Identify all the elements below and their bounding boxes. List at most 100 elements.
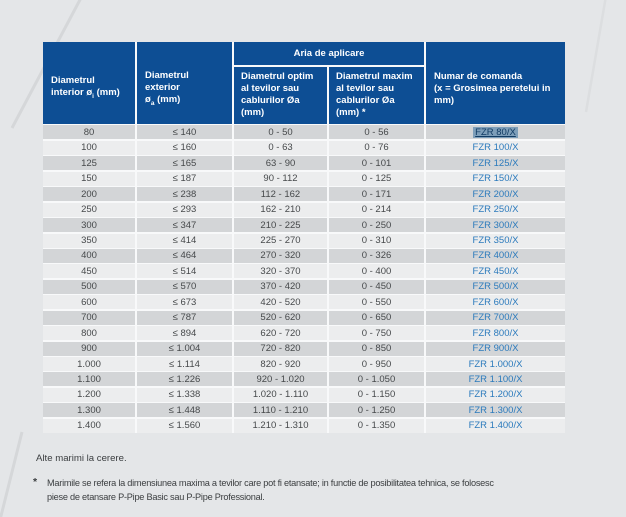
table-cell: 700 bbox=[43, 310, 135, 325]
order-code-link[interactable]: FZR 450/X bbox=[472, 265, 519, 277]
table-cell: 0 - 400 bbox=[329, 264, 424, 279]
table-row: 125 ≤ 165 63 - 90 0 - 101 FZR 125/X bbox=[43, 156, 565, 171]
table-row: 1.300 ≤ 1.448 1.110 - 1.210 0 - 1.250 FZR 1.… bbox=[43, 403, 565, 418]
table-cell: 125 bbox=[43, 156, 135, 171]
table-cell: 270 - 320 bbox=[234, 248, 327, 263]
order-code-cell: FZR 125/X bbox=[426, 156, 565, 171]
table-cell: 0 - 550 bbox=[329, 295, 424, 310]
table-cell: 900 bbox=[43, 341, 135, 356]
table-cell: 225 - 270 bbox=[234, 233, 327, 248]
table-cell: 150 bbox=[43, 171, 135, 186]
order-code-link[interactable]: FZR 500/X bbox=[472, 281, 519, 293]
footnote-text: Marimile se refera la dimensiunea maxima… bbox=[47, 477, 494, 504]
table-row: 800 ≤ 894 620 - 720 0 - 750 FZR 800/X bbox=[43, 326, 565, 341]
table-cell: 0 - 450 bbox=[329, 279, 424, 294]
order-code-link[interactable]: FZR 900/X bbox=[472, 343, 519, 355]
table-cell: 1.110 - 1.210 bbox=[234, 403, 327, 418]
order-code-link[interactable]: FZR 1.100/X bbox=[468, 373, 523, 385]
header-line: exterior bbox=[145, 82, 180, 93]
order-code-cell: FZR 1.300/X bbox=[426, 403, 565, 418]
order-code-cell: FZR 450/X bbox=[426, 264, 565, 279]
header-line: al tevilor sau bbox=[241, 83, 300, 94]
table-cell: 0 - 310 bbox=[329, 233, 424, 248]
table-row: 450 ≤ 514 320 - 370 0 - 400 FZR 450/X bbox=[43, 264, 565, 279]
header-diametrul-exterior: Diametrul exterior øa (mm) bbox=[137, 42, 232, 124]
table-cell: 370 - 420 bbox=[234, 279, 327, 294]
table-cell: 90 - 112 bbox=[234, 171, 327, 186]
order-code-link[interactable]: FZR 700/X bbox=[472, 312, 519, 324]
table-cell: ≤ 160 bbox=[137, 140, 232, 155]
order-code-cell: FZR 600/X bbox=[426, 295, 565, 310]
table-row: 100 ≤ 160 0 - 63 0 - 76 FZR 100/X bbox=[43, 140, 565, 155]
table-row: 600 ≤ 673 420 - 520 0 - 550 FZR 600/X bbox=[43, 295, 565, 310]
table-cell: 0 - 101 bbox=[329, 156, 424, 171]
table-cell: 0 - 50 bbox=[234, 125, 327, 140]
order-code-cell: FZR 80/X bbox=[426, 125, 565, 140]
table-cell: ≤ 187 bbox=[137, 171, 232, 186]
order-code-link[interactable]: FZR 100/X bbox=[472, 142, 519, 154]
table-row: 1.200 ≤ 1.338 1.020 - 1.110 0 - 1.150 FZR 1.… bbox=[43, 387, 565, 402]
order-code-cell: FZR 150/X bbox=[426, 171, 565, 186]
order-code-link[interactable]: FZR 350/X bbox=[472, 235, 519, 246]
header-line: Diametrul optim bbox=[241, 71, 314, 82]
header-line: mm) bbox=[434, 95, 455, 106]
table-row: 1.100 ≤ 1.226 920 - 1.020 0 - 1.050 FZR 1.10… bbox=[43, 372, 565, 387]
order-code-link[interactable]: FZR 250/X bbox=[472, 204, 519, 216]
table-cell: ≤ 787 bbox=[137, 310, 232, 325]
table-cell: 80 bbox=[43, 125, 135, 140]
order-code-link[interactable]: FZR 600/X bbox=[472, 296, 519, 308]
table-cell: 920 - 1.020 bbox=[234, 372, 327, 387]
table-cell: 200 bbox=[43, 187, 135, 202]
order-code-link[interactable]: FZR 1.200/X bbox=[468, 389, 523, 401]
table-cell: ≤ 347 bbox=[137, 218, 232, 233]
order-code-link-selected[interactable]: FZR 80/X bbox=[473, 126, 518, 138]
table-cell: 1.210 - 1.310 bbox=[234, 418, 327, 433]
table-cell: 0 - 63 bbox=[234, 140, 327, 155]
table-row: 250 ≤ 293 162 - 210 0 - 214 FZR 250/X bbox=[43, 202, 565, 217]
header-line: Diametrul maxim bbox=[336, 71, 413, 82]
order-code-cell: FZR 250/X bbox=[426, 202, 565, 217]
order-code-link[interactable]: FZR 800/X bbox=[472, 327, 519, 339]
table-row: 80 ≤ 140 0 - 50 0 - 56 FZR 80/X bbox=[43, 125, 565, 140]
table-cell: 500 bbox=[43, 279, 135, 294]
table-row: 700 ≤ 787 520 - 620 0 - 650 FZR 700/X bbox=[43, 310, 565, 325]
table-cell: ≤ 1.114 bbox=[137, 357, 232, 371]
order-code-link[interactable]: FZR 300/X bbox=[472, 219, 519, 231]
table-cell: 800 bbox=[43, 326, 135, 341]
order-code-link[interactable]: FZR 1.400/X bbox=[468, 420, 523, 432]
header-line: (mm) bbox=[241, 107, 265, 118]
footnote-asterisk: * bbox=[33, 476, 38, 488]
table-cell: 0 - 950 bbox=[329, 357, 424, 371]
order-code-link[interactable]: FZR 400/X bbox=[472, 250, 519, 262]
table-cell: 1.000 bbox=[43, 357, 135, 371]
table-cell: 820 - 920 bbox=[234, 357, 327, 371]
order-code-link[interactable]: FZR 1.300/X bbox=[468, 404, 523, 416]
table-cell: 1.300 bbox=[43, 403, 135, 418]
header-line: Diametrul bbox=[51, 75, 95, 86]
header-line: al tevilor sau bbox=[336, 83, 395, 94]
order-code-cell: FZR 500/X bbox=[426, 279, 565, 294]
order-code-link[interactable]: FZR 1.000/X bbox=[468, 358, 523, 370]
order-code-link[interactable]: FZR 200/X bbox=[472, 188, 519, 200]
order-code-link[interactable]: FZR 150/X bbox=[472, 173, 519, 185]
order-code-cell: FZR 1.400/X bbox=[426, 418, 565, 433]
header-aria-de-aplicare: Aria de aplicare bbox=[234, 42, 424, 65]
header-numar-comanda: Numar de comanda (x = Grosimea peretelui… bbox=[426, 42, 565, 124]
subscript-a: a bbox=[150, 99, 155, 107]
table-cell: 450 bbox=[43, 264, 135, 279]
table-cell: ≤ 673 bbox=[137, 295, 232, 310]
order-code-link[interactable]: FZR 125/X bbox=[472, 157, 519, 169]
table-cell: 0 - 750 bbox=[329, 326, 424, 341]
table-row: 900 ≤ 1.004 720 - 820 0 - 850 FZR 900/X bbox=[43, 341, 565, 356]
header-line: cablurilor Øa bbox=[336, 95, 395, 106]
table-cell: 620 - 720 bbox=[234, 326, 327, 341]
table-cell: 320 - 370 bbox=[234, 264, 327, 279]
order-code-cell: FZR 1.200/X bbox=[426, 387, 565, 402]
table-cell: 520 - 620 bbox=[234, 310, 327, 325]
table-cell: 112 - 162 bbox=[234, 187, 327, 202]
seal-size-table: Diametrul interior øi (mm) Diametrul ext… bbox=[43, 42, 565, 433]
table-cell: ≤ 1.226 bbox=[137, 372, 232, 387]
table-row: 500 ≤ 570 370 - 420 0 - 450 FZR 500/X bbox=[43, 279, 565, 294]
table-cell: 600 bbox=[43, 295, 135, 310]
